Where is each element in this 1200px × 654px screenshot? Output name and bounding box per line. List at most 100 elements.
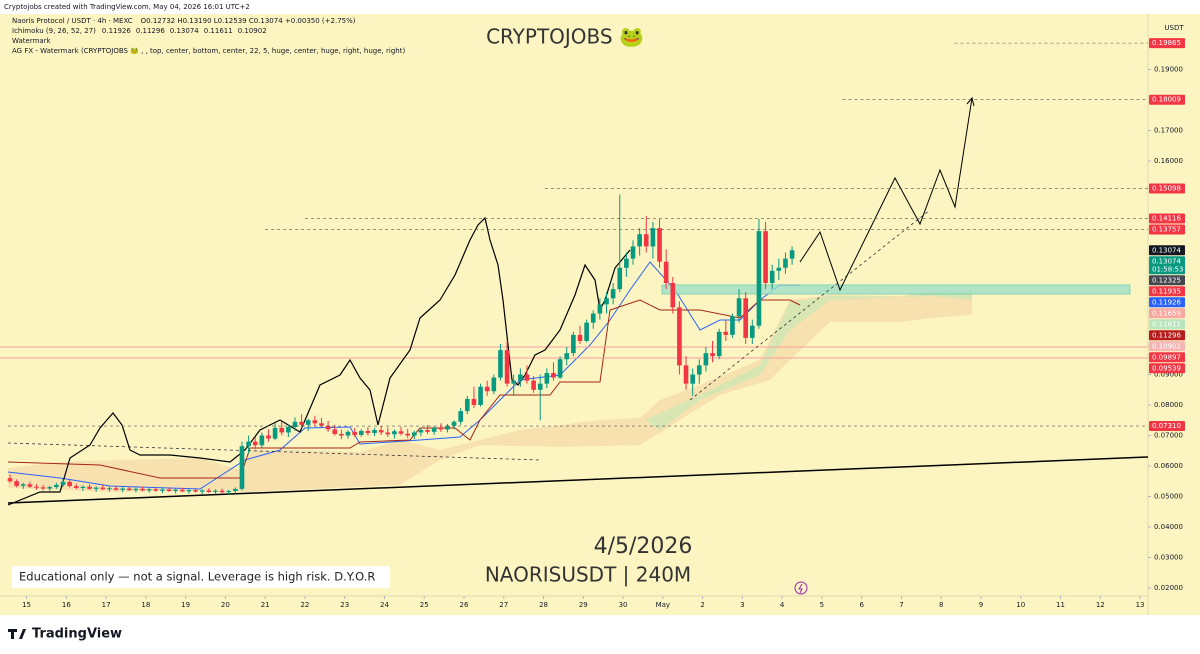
- ichimoku-cloud: [8, 290, 972, 492]
- candle-body: [730, 316, 735, 335]
- candle-body: [153, 489, 159, 491]
- candle-body: [531, 380, 536, 390]
- candle-body: [60, 481, 66, 485]
- candle-body: [305, 420, 311, 425]
- candle-body: [160, 489, 165, 491]
- x-tick-label: 7: [899, 601, 903, 609]
- candle-body: [716, 331, 722, 357]
- price-label: 0.19865: [1152, 39, 1181, 47]
- candle-body: [710, 353, 715, 357]
- candle-body: [219, 490, 225, 493]
- price-label-box: [1149, 308, 1185, 319]
- candle-body: [445, 425, 450, 430]
- candle-body: [637, 234, 642, 247]
- demand-zone: [661, 284, 1131, 295]
- candle-body: [518, 374, 523, 381]
- candle-body: [723, 331, 729, 335]
- candle-body: [252, 441, 258, 446]
- y-tick-label: 0.09000: [1154, 371, 1183, 379]
- candle-body: [590, 313, 596, 323]
- candle-body: [451, 421, 457, 426]
- candle-body: [630, 246, 636, 259]
- candle-body: [564, 353, 570, 360]
- price-label-box: [1149, 352, 1185, 363]
- candle-body: [663, 261, 669, 284]
- price-label-box: [1149, 319, 1185, 330]
- x-tick-label: 6: [859, 601, 864, 609]
- x-tick-label: 26: [460, 601, 469, 609]
- candle-body: [398, 431, 404, 434]
- date-text: 4/5/2026: [594, 534, 693, 559]
- candle-body: [584, 322, 589, 341]
- candle-body: [100, 487, 106, 490]
- candle-body: [40, 487, 46, 489]
- candle-body: [458, 411, 464, 422]
- price-label-box: [1149, 330, 1185, 341]
- candle-body: [186, 490, 192, 492]
- x-tick-label: 17: [102, 601, 111, 609]
- x-tick-label: 9: [979, 601, 983, 609]
- x-tick-label: 5: [820, 601, 824, 609]
- x-tick-label: May: [656, 601, 670, 609]
- x-tick-label: 16: [62, 601, 71, 609]
- x-tick-label: 23: [340, 601, 349, 609]
- symbol: Naoris Protocol / USDT · 4h · MEXC: [12, 17, 133, 25]
- price-label-box: [1149, 224, 1185, 235]
- currency: USDT: [1164, 24, 1184, 32]
- price-label: 0.07310: [1152, 422, 1181, 430]
- candle-body: [736, 298, 742, 317]
- price-label: 0.18009: [1152, 96, 1181, 104]
- price-label: 0.11611: [1152, 320, 1181, 328]
- x-tick-label: 30: [619, 601, 628, 609]
- candle-body: [73, 486, 79, 488]
- price-label-box: [1149, 363, 1185, 374]
- candle-body: [544, 372, 550, 384]
- projection-arrow: [966, 96, 975, 107]
- tenkan-line: [7, 261, 800, 490]
- candle-body: [756, 231, 762, 326]
- candle-body: [511, 380, 517, 384]
- candle-body: [657, 228, 662, 262]
- x-tick-label: 21: [261, 601, 270, 609]
- price-label-box: [1149, 275, 1185, 286]
- candle-body: [126, 488, 132, 491]
- y-tick-label: 0.02000: [1154, 584, 1183, 592]
- candle-body: [67, 481, 72, 487]
- candle-body: [239, 446, 245, 489]
- price-label: 0.09539: [1152, 364, 1181, 372]
- price-label: 0.11296: [1152, 331, 1181, 339]
- candle-body: [179, 489, 185, 492]
- candle-body: [749, 325, 755, 338]
- price-label: 0.10902: [1152, 342, 1181, 350]
- candle-body: [537, 383, 543, 390]
- candle-body: [213, 490, 218, 492]
- ohlc: O0.12732 H0.13190 L0.12539 C0.13074 +0.0…: [141, 17, 356, 25]
- candle-body: [113, 488, 119, 490]
- y-tick-label: 0.07000: [1154, 432, 1183, 440]
- y-tick-label: 0.17000: [1154, 127, 1183, 135]
- price-label-box: [1149, 341, 1185, 352]
- x-tick-label: 2: [700, 601, 704, 609]
- dashed-trendline: [7, 442, 541, 461]
- candle-body: [551, 372, 556, 378]
- y-tick-label: 0.08000: [1154, 401, 1183, 409]
- candle-body: [372, 430, 377, 434]
- candle-body: [484, 386, 490, 392]
- ichimoku-value: 0.11611: [204, 27, 233, 35]
- candle-body: [571, 334, 576, 354]
- tradingview-logo: [8, 629, 26, 639]
- candle-body: [696, 365, 702, 375]
- candle-body: [7, 478, 13, 482]
- price-label: 0.13074: [1152, 246, 1181, 254]
- candle-body: [146, 489, 152, 491]
- price-label-box: [1149, 183, 1185, 194]
- candle-body: [299, 421, 304, 425]
- price-label-box: [1149, 94, 1185, 105]
- candle-body: [14, 481, 19, 486]
- candle-body: [670, 283, 676, 308]
- y-tick-label: 0.19000: [1154, 66, 1183, 74]
- price-label: 0.13074: [1152, 257, 1181, 265]
- ichimoku-value: 0.11926: [102, 27, 131, 35]
- alert-icon[interactable]: [794, 581, 808, 595]
- candle-body: [776, 267, 782, 271]
